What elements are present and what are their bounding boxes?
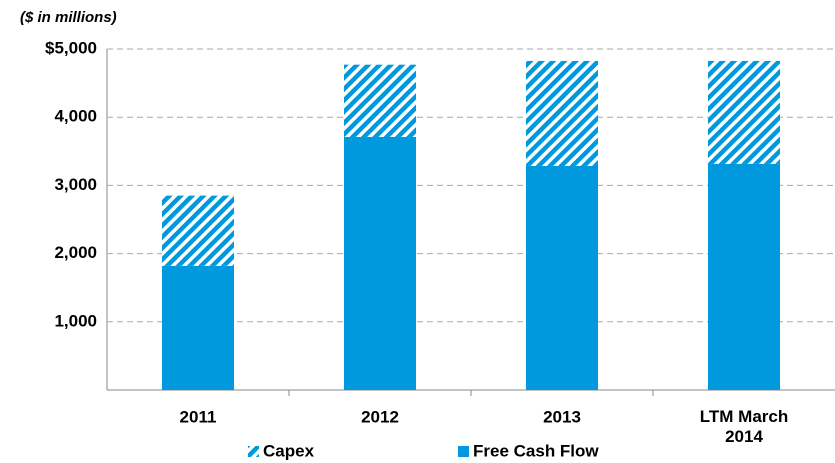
bar-segment <box>344 136 416 390</box>
x-tick-line: LTM March <box>700 407 788 426</box>
y-tick-label: 2,000 <box>54 243 97 262</box>
x-tick-label: LTM March 2014 <box>700 407 788 446</box>
legend-swatch <box>248 446 259 457</box>
subtitle: ($ in millions) <box>20 9 117 26</box>
y-tick-label: 3,000 <box>54 175 97 194</box>
x-tick-label: 2013 <box>543 407 581 426</box>
bar-segment <box>526 60 598 166</box>
bar-segment <box>526 165 598 390</box>
x-tick-label: 2011 <box>180 407 217 426</box>
x-tick-line: 2014 <box>725 427 763 446</box>
bar-segment <box>162 265 234 390</box>
legend-swatch <box>458 446 469 457</box>
legend-label: Free Cash Flow <box>473 441 599 460</box>
y-tick-label: 4,000 <box>54 107 97 126</box>
bar-segment <box>708 60 780 164</box>
bar-segment <box>162 195 234 266</box>
y-tick-label: 1,000 <box>54 311 97 330</box>
y-tick-label: $5,000 <box>45 38 97 57</box>
legend-label: Capex <box>263 441 315 460</box>
bar-segment <box>708 163 780 390</box>
bar-segment <box>344 64 416 137</box>
x-tick-label: 2012 <box>361 407 399 426</box>
